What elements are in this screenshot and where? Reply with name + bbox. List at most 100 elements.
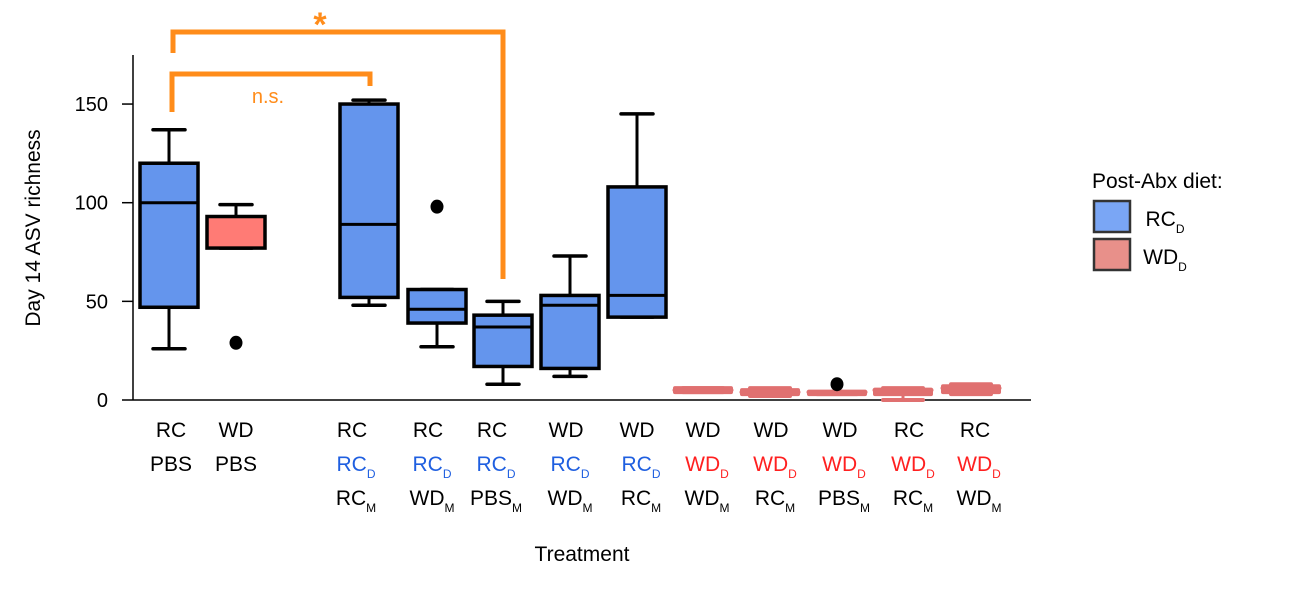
label-line-1: RC bbox=[156, 419, 186, 442]
label-line-3-main: RC bbox=[621, 487, 651, 510]
label-line-2-main: WD bbox=[753, 453, 788, 476]
box-7 bbox=[606, 112, 668, 319]
outlier-point bbox=[430, 199, 444, 214]
label-line-3-main: RC bbox=[755, 487, 785, 510]
label-line-3-subscript: M bbox=[860, 501, 870, 515]
label-line-2-subscript: D bbox=[720, 467, 729, 481]
box-body bbox=[338, 102, 400, 300]
y-tick-label: 100 bbox=[75, 193, 108, 215]
label-line-2: WDD bbox=[822, 453, 866, 481]
label-line-3: PBSM bbox=[818, 487, 870, 515]
x-tick-label-1: RC PBS bbox=[150, 419, 192, 476]
label-line-2: RCD bbox=[550, 453, 589, 481]
label-line-3-main: WD bbox=[548, 487, 583, 510]
bracket-ns bbox=[169, 71, 373, 112]
label-line-2-main: WD bbox=[685, 453, 720, 476]
label-line-3: RCM bbox=[336, 487, 376, 515]
legend-label-rc: RCD bbox=[1145, 208, 1184, 236]
label-line-3-subscript: M bbox=[992, 501, 1002, 515]
label-line-2: WDD bbox=[957, 453, 1001, 481]
box-body bbox=[138, 161, 200, 310]
label-line-2: PBS bbox=[150, 453, 192, 476]
label-line-3-main: PBS bbox=[818, 487, 860, 510]
label-line-1-main: RC bbox=[413, 419, 443, 442]
label-line-1: RC bbox=[413, 419, 443, 442]
label-line-2-subscript: D bbox=[443, 467, 452, 481]
label-line-1-main: RC bbox=[960, 419, 990, 442]
legend-label-wd-main: WD bbox=[1143, 246, 1178, 269]
box-5 bbox=[472, 299, 534, 386]
label-line-2: RCD bbox=[412, 453, 451, 481]
bracket-star-label: * bbox=[313, 6, 327, 44]
label-line-1-main: WD bbox=[549, 419, 584, 442]
box-8 bbox=[672, 386, 734, 395]
label-line-1-main: RC bbox=[477, 419, 507, 442]
label-line-2-main: RC bbox=[476, 453, 506, 476]
label-line-2-subscript: D bbox=[581, 467, 590, 481]
label-line-1-main: RC bbox=[156, 419, 186, 442]
label-line-2: PBS bbox=[215, 453, 257, 476]
label-line-2-main: RC bbox=[412, 453, 442, 476]
box-11 bbox=[872, 386, 934, 402]
bracket-star bbox=[170, 29, 506, 279]
y-tick-label: 0 bbox=[97, 390, 108, 412]
label-line-2-main: PBS bbox=[150, 453, 192, 476]
label-line-2: RCD bbox=[336, 453, 375, 481]
label-line-1-main: WD bbox=[686, 419, 721, 442]
legend-swatch-wd bbox=[1092, 237, 1132, 272]
x-tick-label-7: WD RCD RCM bbox=[620, 419, 662, 515]
label-line-2-subscript: D bbox=[992, 467, 1001, 481]
legend-label-wd: WDD bbox=[1143, 246, 1187, 274]
label-line-2-subscript: D bbox=[926, 467, 935, 481]
label-line-2-main: PBS bbox=[215, 453, 257, 476]
label-line-3: WDM bbox=[685, 487, 730, 515]
label-line-2: WDD bbox=[891, 453, 935, 481]
label-line-1: WD bbox=[620, 419, 655, 442]
label-line-2-main: RC bbox=[336, 453, 366, 476]
label-line-1: WD bbox=[823, 419, 858, 442]
label-line-2-main: RC bbox=[550, 453, 580, 476]
label-line-2-subscript: D bbox=[788, 467, 797, 481]
label-line-2: WDD bbox=[753, 453, 797, 481]
label-line-1: RC bbox=[337, 419, 367, 442]
label-line-3-main: RC bbox=[336, 487, 366, 510]
label-line-1: RC bbox=[960, 419, 990, 442]
x-axis-label: Treatment bbox=[535, 543, 630, 566]
bracket-ns-label: n.s. bbox=[252, 86, 284, 108]
label-line-2-main: WD bbox=[822, 453, 857, 476]
label-line-3-subscript: M bbox=[445, 501, 455, 515]
label-line-3: WDM bbox=[410, 487, 455, 515]
legend-label-wd-subscript: D bbox=[1178, 260, 1187, 274]
label-line-3-subscript: M bbox=[512, 501, 522, 515]
label-line-1-main: WD bbox=[754, 419, 789, 442]
label-line-3-main: PBS bbox=[470, 487, 512, 510]
label-line-1-main: RC bbox=[337, 419, 367, 442]
label-line-3-subscript: M bbox=[785, 501, 795, 515]
legend-title: Post-Abx diet: bbox=[1092, 170, 1223, 193]
box-body bbox=[406, 287, 468, 325]
boxes bbox=[138, 98, 1002, 402]
box-body bbox=[539, 293, 601, 371]
label-line-3-subscript: M bbox=[720, 501, 730, 515]
label-line-2: RCD bbox=[476, 453, 515, 481]
label-line-3-main: WD bbox=[957, 487, 992, 510]
box-1 bbox=[138, 127, 200, 351]
box-body bbox=[205, 214, 267, 250]
label-line-1-main: WD bbox=[620, 419, 655, 442]
label-line-1: WD bbox=[219, 419, 254, 442]
label-line-1: WD bbox=[549, 419, 584, 442]
label-line-2-subscript: D bbox=[367, 467, 376, 481]
label-line-3: RCM bbox=[621, 487, 661, 515]
label-line-3-subscript: M bbox=[583, 501, 593, 515]
label-line-1: RC bbox=[477, 419, 507, 442]
legend-label-rc-main: RC bbox=[1145, 208, 1175, 231]
y-axis-label: Day 14 ASV richness bbox=[22, 129, 45, 326]
box-body bbox=[606, 185, 668, 319]
label-line-2-subscript: D bbox=[652, 467, 661, 481]
